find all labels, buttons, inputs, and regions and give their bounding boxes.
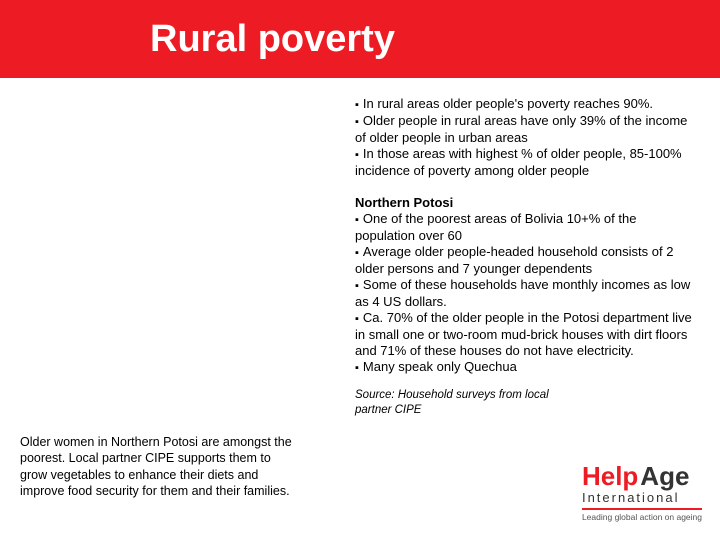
- bullet-item: Some of these households have monthly in…: [355, 277, 700, 310]
- bullet-item: One of the poorest areas of Bolivia 10+%…: [355, 211, 700, 244]
- image-caption: Older women in Northern Potosi are among…: [20, 434, 300, 499]
- logo-word-help: Help: [582, 461, 638, 492]
- bullet-item: In rural areas older people's poverty re…: [355, 96, 700, 113]
- bullet-item: Many speak only Quechua: [355, 359, 700, 376]
- bullet-block-2: Northern Potosi One of the poorest areas…: [355, 195, 700, 376]
- content-area: Older women in Northern Potosi are among…: [0, 78, 720, 418]
- logo-word-age: Age: [640, 461, 689, 492]
- logo-word-international: International: [582, 490, 702, 505]
- logo-divider: [582, 508, 702, 510]
- bullet-block-1: In rural areas older people's poverty re…: [355, 96, 700, 179]
- subheading: Northern Potosi: [355, 195, 700, 211]
- bullet-item: In those areas with highest % of older p…: [355, 146, 700, 179]
- bullet-item: Older people in rural areas have only 39…: [355, 113, 700, 146]
- bullet-item: Ca. 70% of the older people in the Potos…: [355, 310, 700, 359]
- logo-tagline: Leading global action on ageing: [582, 512, 702, 522]
- bullet-item: Average older people-headed household co…: [355, 244, 700, 277]
- logo-wordmark: HelpAge: [582, 461, 702, 492]
- left-column: Older women in Northern Potosi are among…: [20, 96, 355, 418]
- source-citation: Source: Household surveys from local par…: [355, 388, 555, 418]
- page-title: Rural poverty: [150, 18, 395, 61]
- right-column: In rural areas older people's poverty re…: [355, 96, 700, 418]
- helpage-logo: HelpAge International Leading global act…: [582, 461, 702, 522]
- title-bar: Rural poverty: [0, 0, 720, 78]
